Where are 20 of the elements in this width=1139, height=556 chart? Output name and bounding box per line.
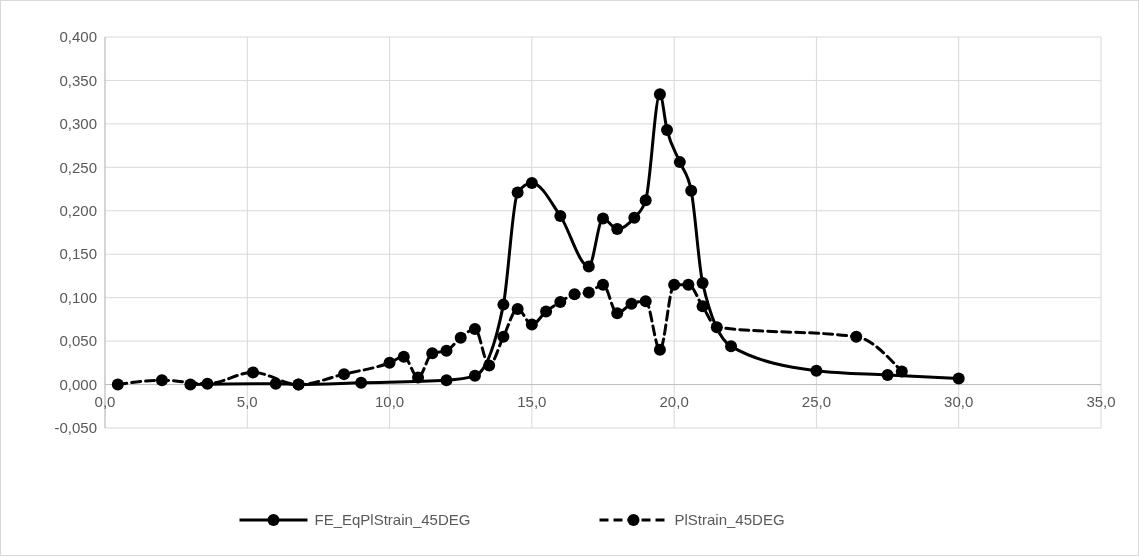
y-tick-label: 0,350 — [59, 71, 97, 89]
y-tick-label: 0,150 — [59, 245, 97, 263]
x-tick-label: 5,0 — [236, 392, 258, 410]
x-tick-label: 0,0 — [94, 392, 116, 410]
x-tick-label: 30,0 — [944, 392, 974, 410]
y-tick-label: 0,000 — [59, 375, 97, 393]
y-tick-label: 0,200 — [59, 202, 97, 220]
y-tick-label: -0,050 — [54, 419, 97, 437]
y-tick-label: 0,250 — [59, 158, 97, 176]
x-tick-label: 15,0 — [517, 392, 547, 410]
x-tick-label: 35,0 — [1086, 392, 1116, 410]
legend-label: PlStrain_45DEG — [674, 511, 785, 529]
x-tick-label: 25,0 — [801, 392, 832, 410]
y-tick-label: 0,050 — [59, 332, 97, 350]
y-tick-label: 0,100 — [59, 288, 97, 306]
y-tick-label: 0,400 — [59, 28, 97, 46]
y-tick-label: 0,300 — [59, 115, 97, 133]
legend-label: FE_EqPlStrain_45DEG — [314, 511, 471, 529]
x-tick-label: 20,0 — [659, 392, 689, 410]
x-tick-label: 10,0 — [374, 392, 405, 410]
